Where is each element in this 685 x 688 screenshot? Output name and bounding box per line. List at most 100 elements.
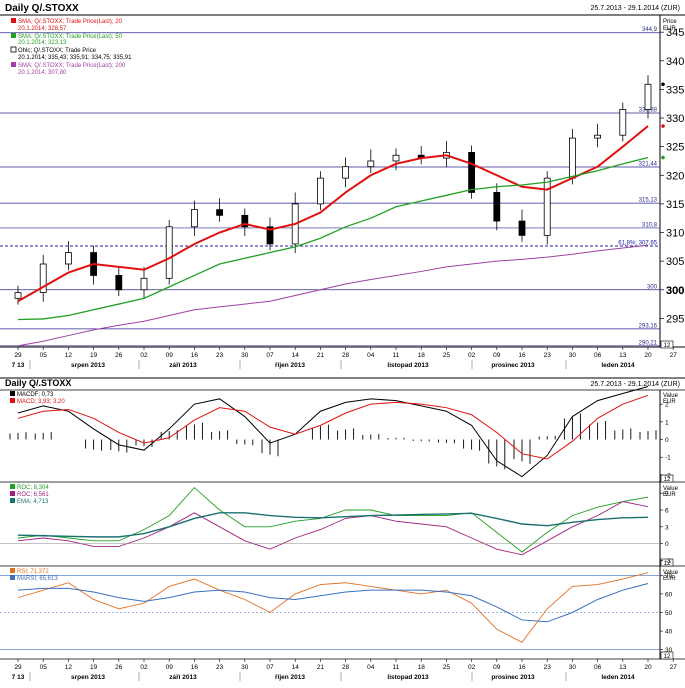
macd-ytick-label-1: 1 <box>665 419 669 426</box>
main-xtick-label-5: 02 <box>140 352 148 359</box>
bottom-xtick-label-11: 14 <box>292 664 300 671</box>
main-ytick-label-2: 335 <box>666 84 684 96</box>
legend-ohlc-value: 20.1.2014; 335,43; 335,91; 334,75; 335,9… <box>18 55 132 61</box>
main-xtick-label-26: 27 <box>670 352 678 359</box>
legend-rsi: RSI; 71,372 <box>17 569 49 575</box>
legend-sma50-title: SMA; Q/.STOXX; Trade Price(Last); 50 <box>18 34 123 40</box>
fib-label: 61,8%; 307,65 <box>618 240 657 246</box>
roc-ytick-label-3: 0 <box>665 541 669 548</box>
candle-body <box>65 252 72 265</box>
bottom-month-1: srpen 2013 <box>71 674 105 681</box>
bottom-xtick-label-3: 19 <box>90 664 98 671</box>
ma-line-1 <box>17 125 649 303</box>
legend-macdf: MACDF; 0,73 <box>17 392 54 398</box>
main-ytick-label-10: 295 <box>666 313 684 325</box>
rsi-unit-value: Value <box>663 570 679 576</box>
roc-line-2 <box>17 512 649 538</box>
bottom-xtick-label-9: 30 <box>241 664 249 671</box>
candle-body <box>14 292 22 299</box>
rsi-unit-currency: EUR <box>663 576 676 582</box>
legend-sma20-value: 20.1.2014; 328,57 <box>18 26 67 32</box>
main-ytick-label-5: 320 <box>666 170 684 182</box>
bottom-xtick-label-2: 12 <box>65 664 73 671</box>
bottom-month-0: 7 13 <box>12 674 25 681</box>
bottom-xtick-label-4: 26 <box>115 664 123 671</box>
legend-swatch-sma200 <box>11 62 16 67</box>
main-ytick-label-1: 340 <box>666 56 684 68</box>
legend-sma200-value: 20.1.2014; 307,80 <box>18 70 67 76</box>
legend-sma20-title: SMA; Q/.STOXX; Trade Price(Last); 20 <box>18 19 123 25</box>
support-label-7: 290,21 <box>639 340 658 346</box>
candle-body <box>569 137 576 179</box>
bottom-xtick-label-7: 16 <box>191 664 199 671</box>
support-label-2: 321,44 <box>639 162 658 168</box>
bottom-xtick-label-25: 20 <box>644 664 652 671</box>
legend-swatch-macdf <box>10 391 15 396</box>
candle-body <box>39 263 47 294</box>
main-xtick-label-17: 25 <box>443 352 451 359</box>
main-xtick-label-3: 19 <box>90 352 98 359</box>
chart-marks: 344,9330,88321,44315,13310,8300293,16290… <box>0 27 684 681</box>
svg-text:12: 12 <box>664 654 671 660</box>
bottom-xtick-label-17: 25 <box>443 664 451 671</box>
main-title: Daily Q/.STOXX <box>5 3 79 14</box>
macd-ytick-label-0: 2 <box>665 402 669 409</box>
rsi-ytick-label-3: 40 <box>665 629 673 636</box>
candle-body <box>644 83 652 110</box>
bottom-xtick-label-24: 13 <box>619 664 627 671</box>
macd-range: 25.7.2013 - 29.1.2014 (ZUR) <box>591 381 681 388</box>
bottom-xtick-label-5: 02 <box>140 664 148 671</box>
candle-body <box>392 154 400 162</box>
legend-swatch-macd <box>10 398 15 403</box>
legend-swatch-sma20 <box>11 18 16 23</box>
price-marker <box>661 82 665 87</box>
candle-body <box>115 275 123 291</box>
bottom-xtick-label-19: 09 <box>493 664 501 671</box>
main-xtick-label-0: 29 <box>14 352 22 359</box>
roc-unit-currency: EUR <box>663 492 676 498</box>
candle-body <box>165 226 173 279</box>
main-ytick-label-7: 310 <box>666 228 684 240</box>
main-xtick-label-2: 12 <box>65 352 73 359</box>
legend-roc1: ROC; 8,304 <box>17 485 49 491</box>
rsi-line-0 <box>17 572 649 643</box>
rsi-corner-tag: 12 <box>660 651 674 660</box>
main-xtick-label-25: 20 <box>644 352 652 359</box>
rsi-ytick-label-1: 60 <box>665 591 673 598</box>
svg-text:12: 12 <box>664 343 671 349</box>
bottom-month-4: listopad 2013 <box>387 674 429 681</box>
candle-body <box>190 209 198 228</box>
support-label-6: 293,16 <box>639 323 658 329</box>
main-ytick-label-8: 305 <box>666 256 684 268</box>
roc-ytick-label-4: -3 <box>665 558 671 565</box>
main-xtick-label-15: 11 <box>393 352 400 359</box>
macd-ytick-label-4: -2 <box>665 472 671 479</box>
main-month-2: září 2013 <box>169 362 197 369</box>
main-xtick-label-4: 26 <box>115 352 123 359</box>
legend-swatch-marsi <box>10 575 15 580</box>
legend-swatch-roc2 <box>10 491 15 496</box>
candle-body <box>594 134 601 139</box>
bottom-xtick-label-14: 04 <box>367 664 375 671</box>
candle-body <box>241 214 249 228</box>
roc-corner-tag: 12 <box>660 558 674 567</box>
sma50-marker <box>661 155 665 160</box>
bottom-month-5: prosinec 2013 <box>491 674 535 681</box>
main-xtick-label-10: 07 <box>266 352 274 359</box>
main-xtick-label-16: 18 <box>418 352 426 359</box>
support-label-5: 300 <box>647 284 658 290</box>
main-month-5: prosinec 2013 <box>491 362 535 369</box>
main-xtick-label-23: 06 <box>594 352 602 359</box>
bottom-xtick-label-21: 23 <box>544 664 552 671</box>
macd-legend: MACDF; 0,73 MACD; 3,93; 3,20 <box>10 391 65 405</box>
macd-ytick-label-2: 0 <box>665 437 669 444</box>
bottom-month-3: říjen 2013 <box>275 674 305 681</box>
roc-unit-value: Value <box>663 486 679 492</box>
roc-line-0 <box>17 486 649 553</box>
roc-ytick-label-0: 9 <box>665 491 669 498</box>
main-xtick-label-6: 09 <box>166 352 174 359</box>
current-price-label: 300 <box>666 285 684 297</box>
main-unit-price: Price <box>663 19 677 25</box>
ma-line-2 <box>17 156 649 321</box>
candle-body <box>216 209 224 216</box>
